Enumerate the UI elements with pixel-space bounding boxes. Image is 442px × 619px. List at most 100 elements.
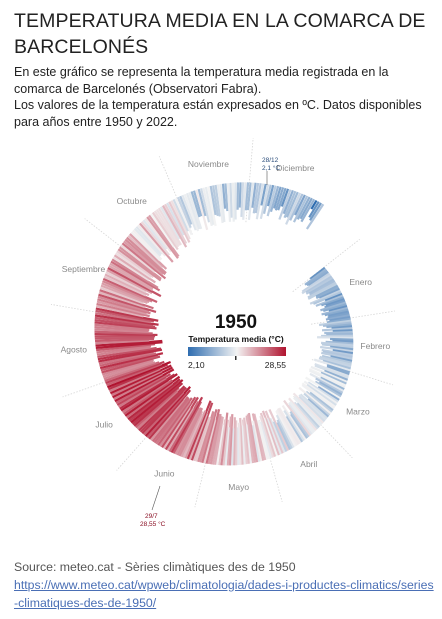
day-bar	[298, 396, 326, 423]
day-bar	[307, 283, 338, 300]
day-bar	[161, 396, 197, 448]
day-bar	[283, 409, 305, 442]
day-bar	[288, 404, 313, 436]
day-bar	[255, 183, 265, 220]
day-bar	[322, 350, 353, 359]
day-bar	[283, 399, 312, 437]
day-bar	[176, 196, 192, 229]
day-bar	[318, 357, 352, 368]
source-link[interactable]: https://www.meteo.cat/wpweb/climatologia…	[14, 578, 434, 610]
day-bar	[262, 417, 278, 457]
day-bar	[94, 328, 149, 334]
day-bar	[134, 387, 180, 429]
day-bar	[120, 244, 156, 274]
day-bar	[288, 401, 315, 434]
day-bar	[181, 194, 197, 231]
day-bar	[118, 246, 162, 280]
month-label: Julio	[95, 420, 113, 430]
day-bar	[115, 252, 152, 279]
day-bar	[303, 380, 338, 405]
day-bar	[124, 375, 181, 417]
day-bar	[153, 210, 180, 248]
day-bar	[184, 410, 207, 459]
day-bar	[188, 192, 203, 230]
day-bar	[315, 294, 344, 307]
day-bar	[150, 399, 185, 441]
day-bar	[211, 415, 223, 465]
legend-marker	[235, 356, 237, 360]
day-bar	[99, 289, 154, 310]
day-bar	[245, 415, 255, 464]
day-bar	[95, 309, 155, 323]
day-bar	[123, 240, 164, 276]
day-bar	[318, 381, 343, 396]
day-bar	[259, 184, 270, 220]
day-bar	[324, 330, 353, 335]
day-bar	[281, 404, 307, 441]
day-bar	[185, 192, 201, 230]
day-bar	[115, 373, 168, 404]
day-bar	[233, 417, 236, 466]
day-bar	[192, 190, 203, 217]
day-bar	[97, 295, 150, 313]
day-bar	[109, 364, 172, 395]
day-bar	[266, 184, 275, 207]
day-bar	[111, 258, 159, 289]
day-bar	[261, 410, 280, 456]
day-bar	[321, 306, 348, 316]
day-bar	[97, 346, 157, 359]
day-bar	[247, 412, 259, 463]
day-bar	[101, 355, 161, 374]
month-separator	[310, 310, 396, 325]
month-separator	[259, 419, 283, 503]
day-bar	[315, 286, 340, 299]
day-bar	[257, 420, 271, 460]
month-label: Mayo	[228, 482, 249, 492]
day-bar	[192, 416, 210, 462]
day-bar	[144, 386, 191, 437]
day-bar	[113, 254, 156, 284]
day-bar	[105, 271, 147, 293]
day-bar	[320, 341, 354, 347]
day-bar	[203, 419, 217, 464]
day-bar	[299, 393, 328, 420]
day-bar	[94, 314, 159, 326]
day-bar	[176, 407, 202, 456]
day-bar	[109, 262, 154, 290]
day-bar	[101, 282, 150, 304]
day-bar	[246, 182, 252, 211]
day-bar	[320, 301, 347, 312]
day-bar	[321, 354, 352, 364]
day-bar	[155, 398, 191, 445]
day-bar	[148, 214, 180, 258]
day-bar	[276, 422, 291, 451]
day-bar	[251, 425, 261, 462]
annotation-max-leader	[151, 485, 161, 511]
day-bar	[94, 336, 155, 340]
day-bar	[207, 413, 221, 465]
day-bar	[303, 392, 331, 416]
day-bar	[298, 386, 332, 415]
day-bar	[108, 264, 154, 291]
day-bar	[240, 182, 245, 217]
day-bar	[298, 394, 327, 421]
day-bar	[216, 424, 225, 466]
day-bar	[220, 412, 229, 466]
day-bar	[307, 381, 339, 403]
day-bar	[327, 312, 350, 319]
day-bar	[130, 379, 184, 424]
day-bar	[309, 280, 336, 296]
day-bar	[305, 275, 333, 294]
day-bar	[105, 360, 165, 385]
day-bar	[219, 183, 226, 223]
day-bar	[126, 236, 167, 274]
day-bar	[276, 409, 298, 446]
day-bar	[319, 355, 352, 366]
day-bar	[244, 182, 250, 211]
day-bar	[264, 410, 284, 454]
month-separator	[311, 359, 394, 386]
day-bar	[141, 386, 188, 435]
day-bar	[112, 366, 173, 399]
day-bar	[213, 416, 224, 465]
day-bar	[94, 321, 157, 330]
